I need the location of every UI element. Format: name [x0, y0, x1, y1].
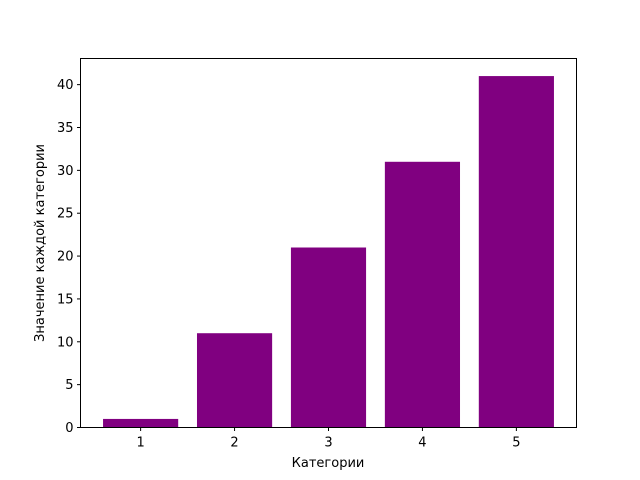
y-ticks: 0 5 10 15 20 25 30 35 40: [57, 78, 81, 436]
y-tick-label: 30: [57, 164, 74, 179]
y-axis-label: Значение каждой категории: [33, 144, 48, 342]
bar-2: [196, 333, 273, 428]
x-tick-label: 4: [418, 436, 426, 451]
x-tick-label: 2: [230, 436, 238, 451]
bar-1: [103, 418, 179, 428]
x-tick-label: 1: [136, 436, 144, 451]
y-tick-label: 35: [57, 121, 74, 136]
y-tick-label: 5: [65, 378, 73, 393]
x-ticks: 1 2 3 4 5: [136, 427, 521, 451]
y-tick-label: 40: [57, 78, 74, 93]
y-tick-label: 0: [65, 421, 73, 436]
x-tick-label: 3: [324, 436, 332, 451]
x-tick-label: 5: [512, 436, 520, 451]
axes-frame: [80, 58, 577, 428]
y-tick-label: 20: [57, 250, 74, 265]
y-tick-label: 25: [57, 207, 74, 222]
x-axis-label: Категории: [292, 456, 365, 471]
y-tick-label: 10: [57, 335, 74, 350]
y-tick-label: 15: [57, 292, 74, 307]
bars: [103, 76, 554, 428]
bar-4: [384, 161, 461, 428]
bar-5: [478, 76, 554, 428]
bar-3: [290, 247, 367, 428]
